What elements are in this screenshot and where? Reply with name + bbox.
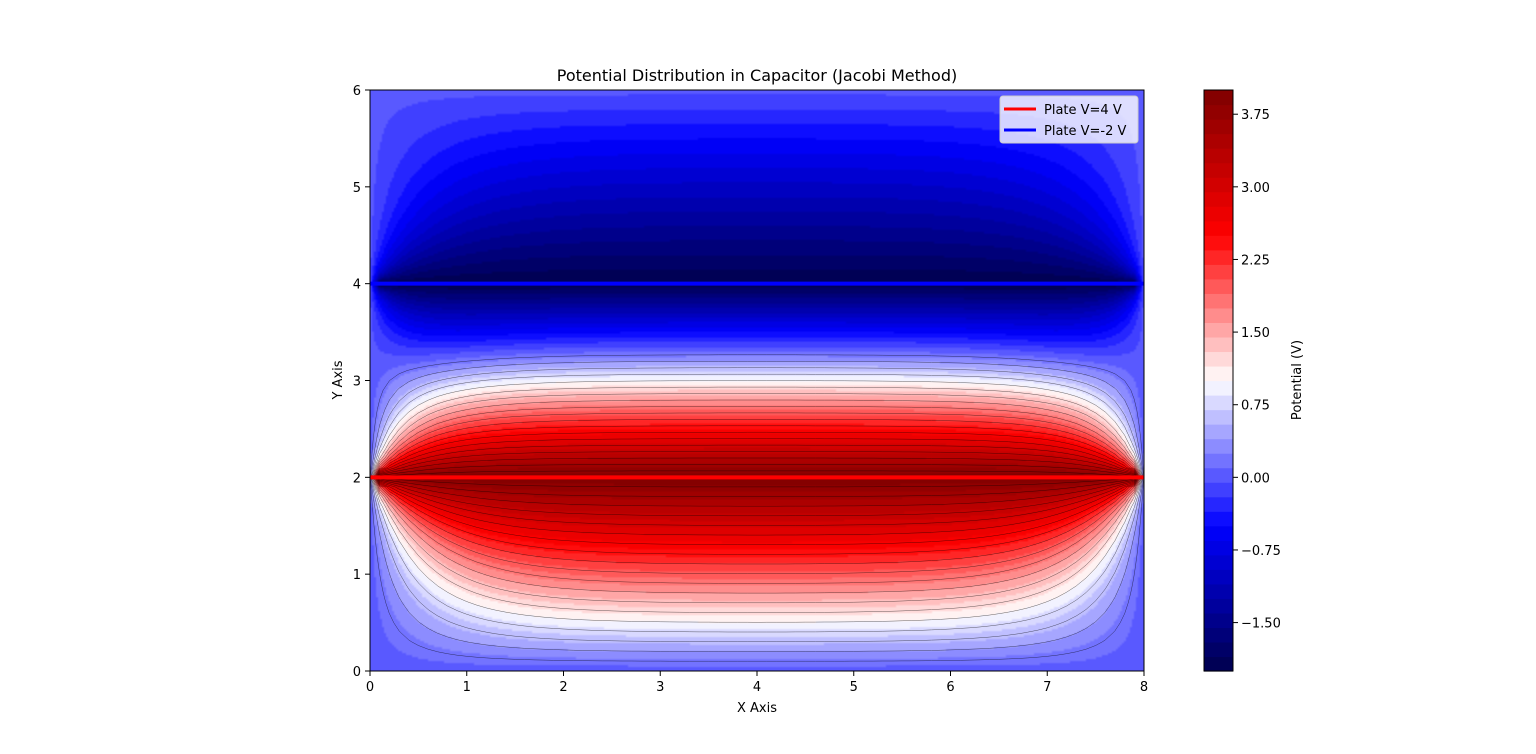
- contour-line: [376, 438, 1138, 536]
- colorbar-band: [1204, 482, 1233, 498]
- colorbar-bands: [1204, 90, 1233, 672]
- colorbar-band: [1204, 612, 1233, 629]
- x-axis-ticks: 0 1 2 3 4 5 6 7 8: [366, 671, 1148, 695]
- contour-line: [373, 399, 1141, 594]
- y-tick-label: 0: [353, 665, 361, 680]
- colorbar-band: [1204, 264, 1233, 280]
- colorbar-band: [1204, 641, 1233, 658]
- y-tick-label: 5: [353, 181, 361, 196]
- contour-line: [371, 367, 1143, 642]
- x-tick-label: 0: [366, 680, 374, 695]
- capacitor-plates: [370, 281, 1144, 480]
- colorbar-ticks: −1.50 −0.75 0.00 0.75 1.50 2.25 3.00 3.75: [1233, 108, 1281, 632]
- colorbar-band: [1204, 119, 1233, 135]
- y-axis-label: Y Axis: [331, 360, 346, 400]
- y-axis-ticks: 0 1 2 3 4 5 6: [353, 84, 370, 680]
- colorbar-band: [1204, 540, 1233, 556]
- colorbar-tick-label: 3.00: [1241, 181, 1270, 196]
- x-tick-label: 8: [1140, 680, 1148, 695]
- contour-line: [375, 419, 1139, 565]
- colorbar-tick-label: 1.50: [1241, 326, 1270, 341]
- contour-line: [377, 457, 1137, 507]
- colorbar-band: [1204, 104, 1233, 120]
- colorbar-band: [1204, 656, 1233, 672]
- contour-line: [372, 386, 1142, 613]
- y-tick-label: 3: [353, 375, 361, 390]
- colorbar-band: [1204, 525, 1233, 541]
- colorbar-band: [1204, 177, 1233, 193]
- colorbar-tick-label: −1.50: [1241, 617, 1281, 632]
- colorbar-label: Potential (V): [1290, 340, 1305, 420]
- x-tick-label: 3: [656, 680, 664, 695]
- colorbar: −1.50 −0.75 0.00 0.75 1.50 2.25 3.00 3.75 Poten…: [1203, 89, 1305, 672]
- colorbar-band: [1204, 583, 1233, 599]
- colorbar-band: [1204, 395, 1233, 411]
- colorbar-band: [1204, 365, 1233, 382]
- colorbar-band: [1204, 424, 1233, 440]
- x-tick-label: 2: [559, 680, 567, 695]
- colorbar-tick-label: 3.75: [1241, 108, 1270, 123]
- colorbar-band: [1204, 380, 1233, 396]
- colorbar-band: [1204, 453, 1233, 469]
- contour-line: [378, 464, 1136, 497]
- colorbar-frame: [1203, 89, 1234, 672]
- colorbar-band: [1204, 554, 1233, 570]
- contour-line: [377, 444, 1137, 526]
- colorbar-tick-label: −0.75: [1241, 544, 1281, 559]
- colorbar-band: [1204, 162, 1233, 178]
- chart-title: Potential Distribution in Capacitor (Jac…: [557, 66, 957, 85]
- colorbar-band: [1204, 235, 1233, 251]
- y-tick-label: 2: [353, 471, 361, 486]
- contour-line: [370, 361, 1144, 652]
- colorbar-band: [1204, 336, 1233, 353]
- colorbar-band: [1204, 409, 1233, 425]
- x-tick-label: 5: [850, 680, 858, 695]
- colorbar-band: [1204, 249, 1233, 265]
- contour-line: [375, 425, 1139, 555]
- colorbar-band: [1204, 438, 1233, 454]
- colorbar-tick-label: 0.75: [1241, 399, 1270, 414]
- colorbar-band: [1204, 569, 1233, 585]
- colorbar-band: [1204, 322, 1233, 338]
- contour-line: [374, 406, 1140, 584]
- y-tick-label: 1: [353, 568, 361, 583]
- x-tick-label: 1: [463, 680, 471, 695]
- colorbar-band: [1204, 293, 1233, 309]
- colorbar-band: [1204, 511, 1233, 527]
- colorbar-band: [1204, 627, 1233, 643]
- contour-line: [374, 412, 1140, 574]
- x-tick-label: 6: [946, 680, 954, 695]
- colorbar-band: [1204, 307, 1233, 323]
- x-axis-label: X Axis: [737, 701, 777, 716]
- contour-line: [373, 393, 1141, 604]
- colorbar-band: [1204, 191, 1233, 207]
- colorbar-band: [1204, 496, 1233, 512]
- colorbar-band: [1204, 467, 1233, 483]
- colorbar-band: [1204, 133, 1233, 149]
- equipotential-contours: [370, 354, 1144, 662]
- colorbar-tick-label: 2.25: [1241, 253, 1270, 268]
- colorbar-band: [1204, 220, 1233, 236]
- colorbar-band: [1204, 598, 1233, 614]
- contour-line: [377, 451, 1137, 517]
- colorbar-band: [1204, 351, 1233, 367]
- colorbar-tick-label: 0.00: [1241, 471, 1270, 486]
- contour-line: [376, 431, 1138, 545]
- colorbar-band: [1204, 148, 1233, 164]
- contour-line: [372, 380, 1142, 623]
- x-tick-label: 4: [753, 680, 761, 695]
- y-tick-label: 4: [353, 278, 361, 293]
- colorbar-band: [1204, 90, 1233, 106]
- plot-area: [369, 89, 1145, 672]
- legend-label-plate-negative: Plate V=-2 V: [1044, 124, 1127, 139]
- y-tick-label: 6: [353, 84, 361, 99]
- colorbar-band: [1204, 278, 1233, 294]
- legend-label-plate-positive: Plate V=4 V: [1044, 103, 1122, 118]
- colorbar-band: [1204, 206, 1233, 222]
- x-tick-label: 7: [1043, 680, 1051, 695]
- contour-line: [371, 373, 1143, 633]
- legend: Plate V=4 V Plate V=-2 V: [999, 95, 1139, 144]
- contour-line: [370, 354, 1144, 662]
